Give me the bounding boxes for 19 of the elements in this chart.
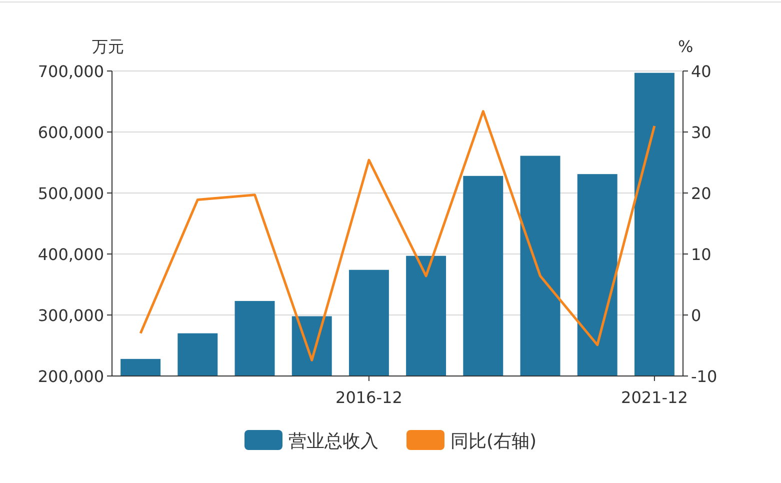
y-tick-label: 500,000 bbox=[38, 184, 104, 203]
y-tick-label: 600,000 bbox=[38, 123, 104, 142]
line-series bbox=[139, 110, 656, 362]
y2-axis-title: % bbox=[678, 37, 694, 56]
y-tick-label: 300,000 bbox=[38, 306, 104, 325]
y2-tick-label: 10 bbox=[691, 245, 712, 264]
legend-label: 营业总收入 bbox=[288, 431, 378, 452]
y-tick-label: 200,000 bbox=[38, 367, 104, 386]
y2-tick-label: 30 bbox=[691, 123, 712, 142]
y2-tick-label: 0 bbox=[691, 306, 702, 325]
y2-tick-label: 20 bbox=[691, 184, 712, 203]
legend-label: 同比(右轴) bbox=[450, 431, 537, 452]
x-tick-label: 2016-12 bbox=[336, 388, 402, 407]
x-tick-label: 2021-12 bbox=[621, 388, 688, 407]
y2-tick-label: -10 bbox=[691, 367, 718, 386]
y-tick-label: 400,000 bbox=[38, 245, 104, 264]
y2-tick-label: 40 bbox=[691, 62, 712, 81]
y-axis-title: 万元 bbox=[92, 37, 124, 56]
y-tick-label: 700,000 bbox=[38, 62, 104, 81]
